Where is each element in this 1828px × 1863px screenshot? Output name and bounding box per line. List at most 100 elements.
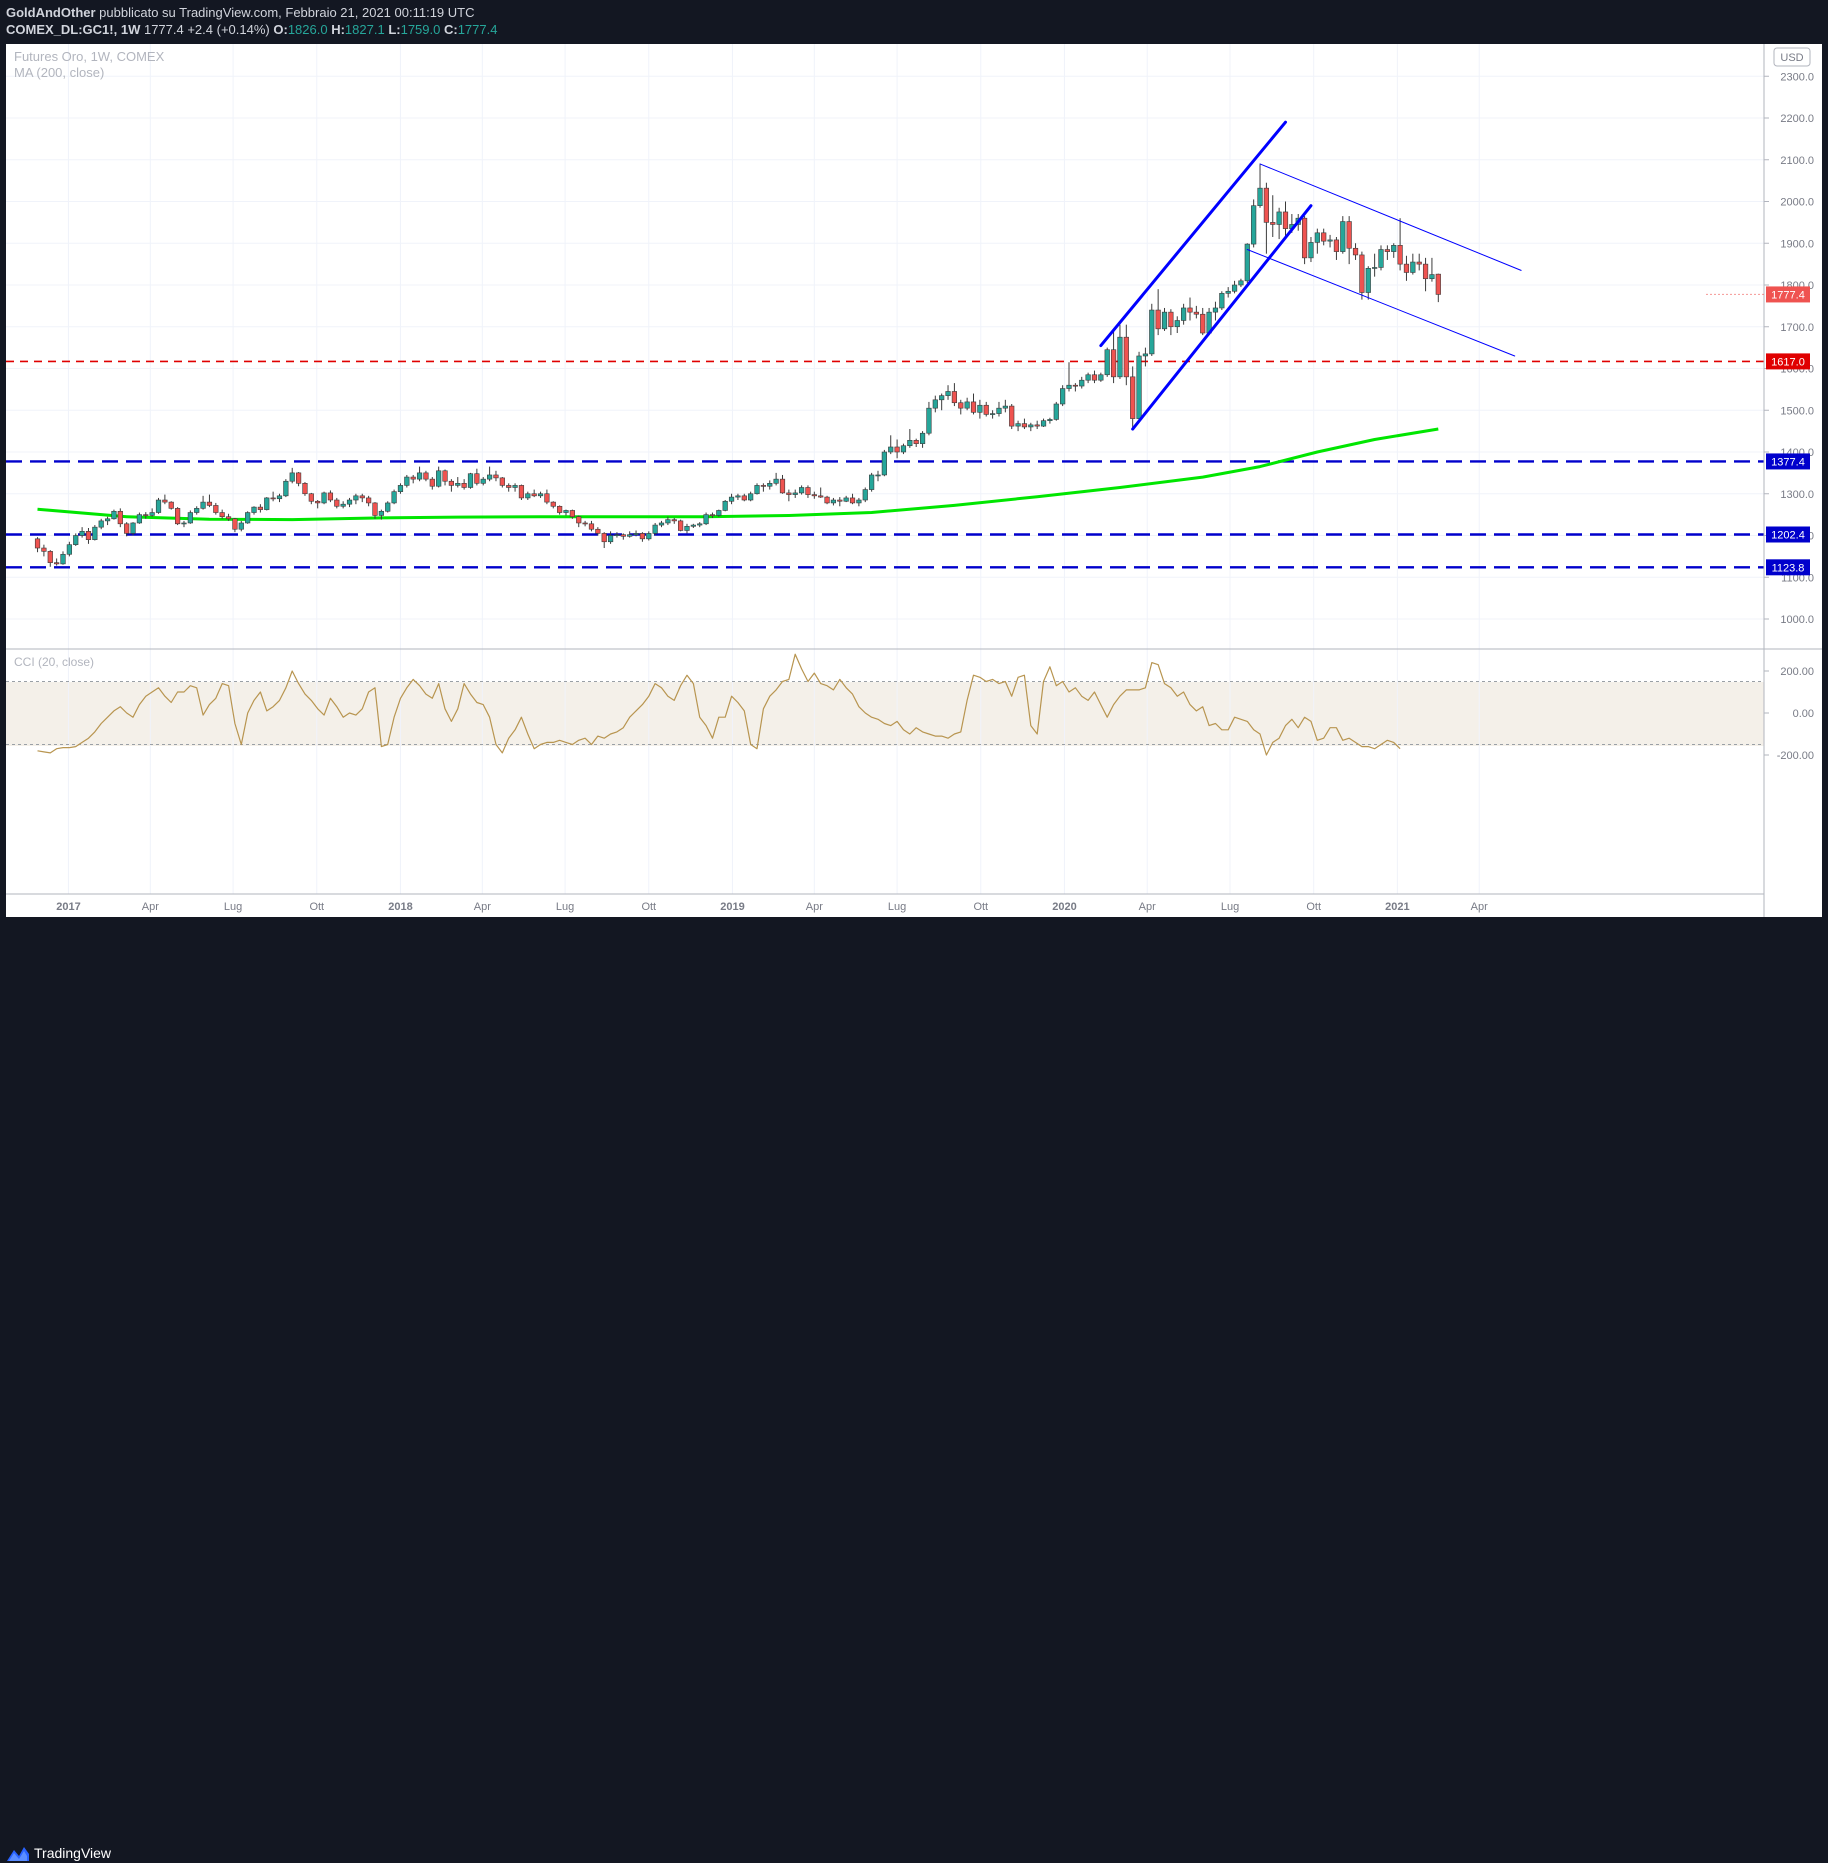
candle <box>518 484 525 501</box>
candle-body <box>1161 311 1168 330</box>
candle-body <box>436 470 442 487</box>
candle <box>837 497 843 507</box>
candle <box>238 520 244 532</box>
candle <box>1098 372 1104 382</box>
low-value: 1759.0 <box>400 22 441 37</box>
candle <box>1270 195 1276 237</box>
candle <box>359 493 365 503</box>
candle-body <box>321 492 327 504</box>
candle-body <box>741 495 747 501</box>
candle <box>862 487 868 503</box>
candle-body <box>130 522 136 534</box>
time-tick-label: Lug <box>1221 901 1239 913</box>
candle-body <box>525 493 531 499</box>
candle-body <box>512 485 518 488</box>
candle <box>289 467 295 484</box>
candle-body <box>703 514 709 525</box>
candle <box>404 474 410 488</box>
price-tick-label: 1700.0 <box>1780 322 1814 334</box>
candle <box>735 493 741 501</box>
candle <box>448 479 455 492</box>
candle-body <box>722 500 728 511</box>
time-tick-label: Lug <box>888 901 906 913</box>
grid-layer <box>6 34 1764 894</box>
candle-body <box>391 491 397 504</box>
candle-body <box>614 534 620 536</box>
candle <box>601 532 607 549</box>
candle-body <box>798 487 805 494</box>
author-name[interactable]: GoldAndOther <box>6 5 96 20</box>
candle <box>697 522 703 528</box>
candle <box>1193 305 1199 319</box>
candle <box>990 410 996 419</box>
time-tick-label: Ott <box>641 901 656 913</box>
currency-box[interactable]: USD <box>1773 47 1811 67</box>
candle <box>1422 257 1429 292</box>
candle <box>1168 309 1174 336</box>
candle-body <box>932 399 938 409</box>
candle <box>811 491 817 499</box>
candle-body <box>875 474 881 477</box>
candle-body <box>346 499 353 505</box>
candle-body <box>607 535 614 543</box>
candle-body <box>136 514 143 524</box>
channel-down-upper <box>1259 163 1522 271</box>
candle <box>1021 418 1028 430</box>
candle-body <box>1384 249 1390 252</box>
candle-body <box>429 478 435 487</box>
candle <box>1085 372 1091 384</box>
candle-body <box>155 499 162 513</box>
candle <box>977 399 983 419</box>
candle-body <box>1359 254 1365 293</box>
candle-body <box>856 499 862 504</box>
candle-body <box>149 512 155 516</box>
time-tick-label: 2020 <box>1052 901 1076 913</box>
candle <box>512 483 518 492</box>
candle <box>1123 324 1129 386</box>
tradingview-brand[interactable]: TradingView <box>34 1845 112 1861</box>
candle <box>748 491 754 502</box>
chart-canvas[interactable]: 1000.01100.01200.01300.01400.01500.01600… <box>6 30 1822 917</box>
candle-body <box>576 516 582 524</box>
candle-body <box>652 524 658 534</box>
candle-body <box>639 533 646 540</box>
candle-body <box>302 483 308 495</box>
candle-body <box>54 562 60 565</box>
cci-axis[interactable]: 200.00 0.00 -200.00 <box>1764 666 1814 762</box>
candle <box>544 489 550 505</box>
candle <box>397 483 404 494</box>
time-tick-label: Ott <box>1306 901 1321 913</box>
candle-body <box>881 451 887 476</box>
candle-body <box>665 519 671 524</box>
time-axis[interactable]: 2017 Apr Lug Ott 2018 Apr Lug Ott 2019 Apr Lug Ott 2… <box>56 901 1488 913</box>
candle <box>1321 228 1327 246</box>
candle <box>926 401 932 436</box>
candle-body <box>627 534 633 537</box>
candle-body <box>690 524 696 527</box>
candle-body <box>1301 217 1308 259</box>
candle-body <box>843 497 849 502</box>
candle-body <box>996 407 1002 414</box>
tradingview-logo-icon[interactable] <box>6 1845 30 1863</box>
candle-body <box>716 510 722 516</box>
candle-body <box>990 413 996 415</box>
candle <box>1034 420 1040 430</box>
candle-body <box>251 506 257 513</box>
candle <box>665 516 671 526</box>
candle <box>741 493 747 502</box>
candle <box>1174 316 1180 334</box>
candle-body <box>366 497 372 504</box>
channel-lines[interactable] <box>1099 120 1522 431</box>
close-value: 1777.4 <box>457 22 498 37</box>
candle-body <box>410 476 416 480</box>
candle-body <box>1397 245 1403 265</box>
candle-body <box>1181 307 1187 321</box>
candle-body <box>213 505 219 513</box>
currency-label[interactable]: USD <box>1780 52 1803 64</box>
candle-body <box>47 551 53 563</box>
candle <box>620 533 626 540</box>
candle-body <box>404 476 410 486</box>
chart-area[interactable]: 1000.01100.01200.01300.01400.01500.01600… <box>6 30 1822 917</box>
candle-body <box>225 516 232 520</box>
candle <box>79 527 85 538</box>
